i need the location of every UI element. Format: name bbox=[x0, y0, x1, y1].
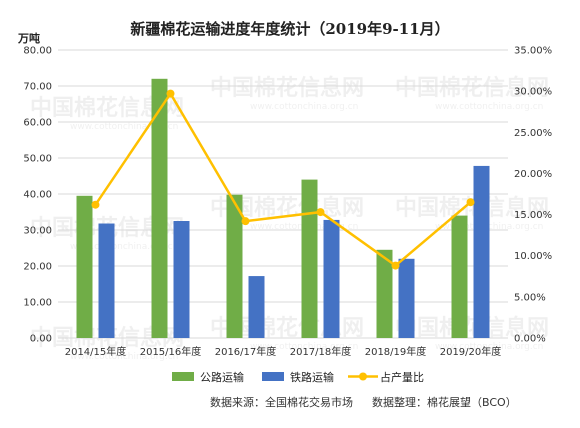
bar-rail bbox=[248, 276, 265, 338]
ratio-point bbox=[91, 200, 100, 209]
bar-road bbox=[376, 249, 393, 338]
x-tick-label: 2015/16年度 bbox=[140, 345, 202, 358]
legend-label: 公路运输 bbox=[200, 370, 244, 384]
y-left-tick-label: 0.00 bbox=[30, 334, 52, 345]
watermark-url: www.cottonchina.org.cn bbox=[250, 342, 358, 352]
y-right-tick-label: 20.00% bbox=[514, 169, 552, 180]
watermark-text: 中国棉花信息网 bbox=[395, 75, 549, 101]
y-left-tick-label: 70.00 bbox=[23, 82, 52, 93]
y-right-tick-label: 15.00% bbox=[514, 210, 552, 221]
y-right-tick-label: 5.00% bbox=[514, 292, 546, 303]
bar-road bbox=[226, 194, 243, 338]
ratio-line bbox=[91, 89, 475, 270]
ratio-point bbox=[316, 208, 325, 217]
y-left-tick-label: 50.00 bbox=[23, 154, 52, 165]
legend-label: 铁路运输 bbox=[290, 370, 334, 384]
bars bbox=[76, 78, 490, 339]
ratio-point bbox=[466, 198, 475, 207]
watermark-url: www.cottonchina.org.cn bbox=[435, 102, 543, 112]
y-left-tick-label: 40.00 bbox=[23, 190, 52, 201]
x-tick-label: 2018/19年度 bbox=[365, 345, 427, 358]
x-tick-label: 2017/18年度 bbox=[290, 345, 352, 358]
y-right-tick-label: 25.00% bbox=[514, 128, 552, 139]
y-left-tick-label: 20.00 bbox=[23, 262, 52, 273]
bar-rail bbox=[398, 258, 415, 338]
bar-road bbox=[301, 179, 318, 338]
ratio-line-path bbox=[94, 91, 472, 268]
legend-swatch bbox=[262, 372, 284, 381]
y-left-tick-label: 80.00 bbox=[23, 46, 52, 57]
chart-title: 新疆棉花运输进度年度统计（2019年9-11月） bbox=[130, 20, 449, 38]
bar-rail bbox=[473, 165, 490, 338]
watermark-text: 中国棉花信息网 bbox=[395, 315, 549, 341]
y-axis-right-ticks: 0.00% 5.00% 10.00% 15.00% 20.00% 25.00% 30.00%… bbox=[514, 46, 552, 345]
watermark-url: www.cottonchina.org.cn bbox=[435, 342, 543, 352]
bar-road bbox=[76, 195, 93, 338]
source-left: 数据来源：全国棉花交易市场 bbox=[210, 395, 353, 409]
y-left-tick-label: 60.00 bbox=[23, 118, 52, 129]
ratio-point bbox=[166, 89, 175, 98]
legend-label: 占产量比 bbox=[380, 370, 424, 384]
y-right-tick-label: 0.00% bbox=[514, 334, 546, 345]
bar-rail bbox=[173, 221, 190, 338]
x-axis-ticks: 2014/15年度 2015/16年度 2016/17年度 2017/18年度 2018… bbox=[65, 345, 502, 358]
legend-swatch-dot bbox=[359, 372, 367, 381]
bar-road bbox=[451, 215, 468, 338]
legend-swatch bbox=[172, 372, 194, 381]
y-right-tick-label: 10.00% bbox=[514, 251, 552, 262]
bar-rail bbox=[98, 223, 115, 338]
ratio-point bbox=[391, 261, 400, 270]
watermark-url: www.cottonchina.org.cn bbox=[250, 102, 358, 112]
watermark-text: 中国棉花信息网 bbox=[210, 75, 364, 101]
watermark-url: www.cottonchina.org.cn bbox=[70, 352, 178, 362]
watermark-url: www.cottonchina.org.cn bbox=[70, 122, 178, 132]
y-axis-unit: 万吨 bbox=[17, 31, 40, 45]
bar-road bbox=[151, 78, 168, 339]
source-right: 数据整理：棉花展望（BCO） bbox=[372, 395, 517, 409]
legend: 公路运输 铁路运输 占产量比 bbox=[172, 370, 424, 384]
gridlines bbox=[58, 49, 508, 339]
x-tick-label: 2016/17年度 bbox=[215, 345, 277, 358]
y-left-tick-label: 30.00 bbox=[23, 226, 52, 237]
y-left-tick-label: 10.00 bbox=[23, 298, 52, 309]
x-tick-label: 2019/20年度 bbox=[440, 345, 502, 358]
y-right-tick-label: 35.00% bbox=[514, 46, 552, 57]
y-right-tick-label: 30.00% bbox=[514, 87, 552, 98]
y-axis-left-ticks: 0.00 10.00 20.00 30.00 40.00 50.00 60.00 70.00 8… bbox=[23, 46, 52, 345]
watermark-url: www.cottonchina.org.cn bbox=[70, 242, 178, 252]
x-tick-label: 2014/15年度 bbox=[65, 345, 127, 358]
ratio-point bbox=[241, 217, 250, 226]
bar-rail bbox=[323, 219, 340, 338]
